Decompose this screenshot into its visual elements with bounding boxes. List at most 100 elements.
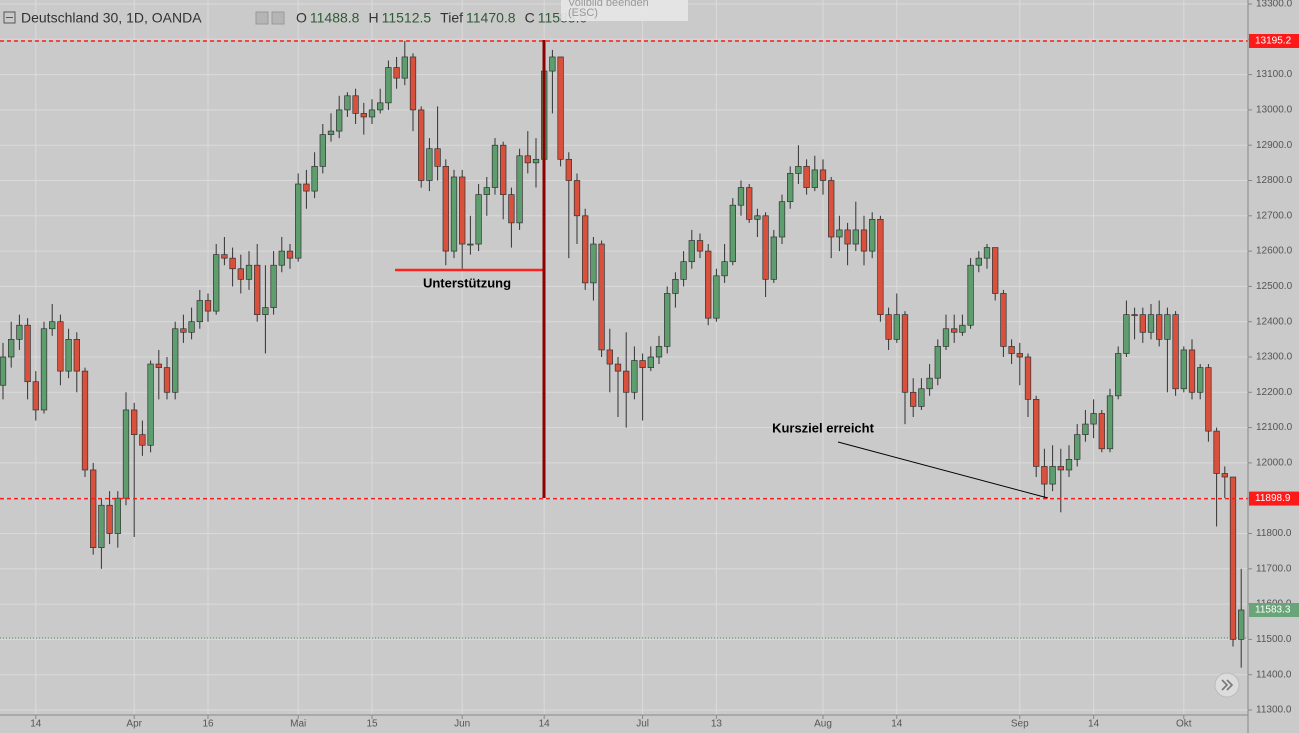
candle-body (180, 328, 187, 333)
settings-icon[interactable] (255, 11, 269, 25)
candle-body (770, 236, 777, 280)
candle-body (1090, 413, 1097, 425)
candle-body (795, 166, 802, 174)
candle-body (664, 293, 671, 347)
candle-body (516, 155, 523, 224)
candle-body (278, 250, 285, 266)
candle-body (819, 169, 827, 181)
candle-body (869, 218, 876, 252)
candle-body (32, 381, 39, 411)
candle-body (401, 56, 408, 79)
candle-body (934, 346, 941, 379)
x-tick-label: 14 (539, 719, 551, 730)
candle-body (549, 56, 556, 72)
price-label-box (1249, 33, 1299, 48)
candle-body (491, 144, 499, 188)
candle-body (713, 275, 720, 319)
candle-body (409, 56, 417, 111)
scroll-right-icon (1221, 679, 1234, 691)
candle-body (1123, 314, 1130, 354)
y-tick-label: 11500.0 (1256, 634, 1292, 645)
candle-body (1147, 314, 1155, 333)
candle-body (737, 187, 745, 206)
candle-body (303, 183, 310, 192)
candle-body (639, 360, 646, 368)
candle-body (1115, 353, 1122, 397)
candle-body (959, 324, 966, 333)
candle-body (1000, 293, 1007, 347)
candle-body (1024, 356, 1032, 400)
candle-body (368, 109, 376, 118)
candle-body (836, 229, 843, 238)
candle-body (1082, 423, 1089, 436)
candle-body (500, 144, 507, 195)
candle-body (475, 194, 482, 245)
ohlc-value: 11488.8 (310, 10, 360, 26)
candle-body (81, 370, 89, 471)
price-label: 11898.9 (1255, 493, 1291, 504)
y-tick-label: 12400.0 (1256, 316, 1293, 327)
y-tick-label: 12200.0 (1256, 387, 1293, 398)
candle-body (360, 113, 367, 118)
x-tick-label: Okt (1176, 719, 1192, 730)
candle-body (590, 243, 597, 284)
candle-body (98, 504, 105, 548)
collapse-button[interactable] (3, 11, 16, 24)
candle-body (1106, 395, 1114, 450)
price-label: 13195.2 (1255, 36, 1292, 47)
candle-body (631, 360, 638, 393)
candle-body (729, 204, 736, 263)
candle-body (8, 339, 15, 358)
candle-body (1229, 476, 1237, 640)
candle-body (647, 356, 654, 368)
candle-body (1188, 349, 1196, 393)
target-pointer (837, 441, 1049, 499)
candle-body (992, 247, 999, 294)
candle-body (582, 215, 589, 284)
candle-body (352, 95, 359, 114)
candle-body (926, 377, 933, 390)
candle-body (778, 201, 786, 238)
candle-body (1098, 413, 1105, 450)
candle-body (327, 130, 335, 135)
candle-body (1131, 314, 1138, 316)
candle-body (967, 264, 974, 326)
candle-body (606, 349, 613, 365)
overlays (0, 40, 1248, 500)
x-tick-label: Jul (636, 719, 649, 730)
y-tick-label: 13300.0 (1256, 0, 1293, 10)
candle-body (614, 363, 622, 372)
candle-body (245, 264, 253, 280)
candle-body (459, 176, 466, 245)
y-tick-label: 11400.0 (1256, 669, 1292, 680)
candle-body (942, 328, 950, 347)
y-tick-label: 13100.0 (1256, 69, 1293, 80)
candle-body (877, 218, 884, 315)
candle-body (811, 169, 818, 188)
candle-body (893, 314, 900, 340)
y-tick-label: 13000.0 (1256, 105, 1293, 116)
annotation: Kursziel erreicht (772, 420, 875, 435)
candle-body (1057, 466, 1064, 471)
ohlc-key: C (525, 10, 535, 26)
candle-body (1033, 399, 1040, 467)
candle-body (163, 367, 171, 393)
candle-body (852, 229, 859, 245)
candles (0, 40, 1245, 668)
candle-body (16, 324, 23, 340)
candle-body (57, 321, 64, 372)
settings-icon[interactable] (271, 11, 285, 25)
y-tick-label: 12000.0 (1256, 458, 1293, 469)
candle-body (344, 95, 351, 111)
last-price-label: 11583.3 (1255, 605, 1291, 616)
candle-body (787, 173, 794, 203)
ohlc-key: O (296, 10, 307, 26)
candle-body (508, 194, 515, 224)
candle-body (270, 264, 277, 308)
candle-body (377, 102, 384, 111)
x-tick-label: 16 (202, 719, 214, 730)
candle-body (918, 388, 925, 407)
candle-body (598, 243, 605, 351)
